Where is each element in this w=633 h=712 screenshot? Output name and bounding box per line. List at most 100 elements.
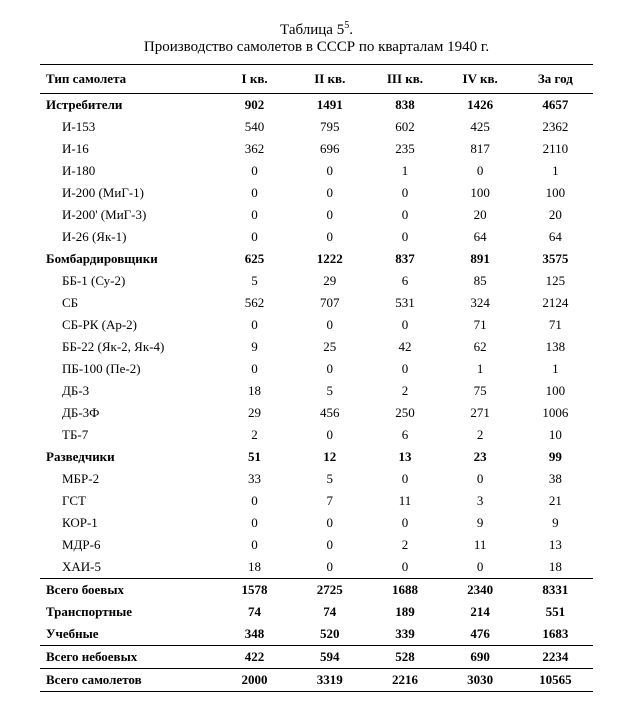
row-label: ББ-1 (Су-2) — [40, 270, 217, 292]
row-value: 0 — [292, 226, 367, 248]
row-value: 74 — [217, 601, 292, 623]
row-value: 235 — [367, 138, 442, 160]
row-value: 0 — [367, 512, 442, 534]
row-label: И-200' (МиГ-3) — [40, 204, 217, 226]
row-value: 0 — [367, 204, 442, 226]
row-label: ДБ-3Ф — [40, 402, 217, 424]
row-value: 29 — [217, 402, 292, 424]
row-label: Всего боевых — [40, 579, 217, 602]
row-value: 1 — [443, 358, 518, 380]
row-value: 5 — [292, 468, 367, 490]
row-value: 20 — [518, 204, 593, 226]
row-value: 528 — [367, 646, 442, 669]
row-value: 18 — [518, 556, 593, 579]
row-value: 0 — [443, 160, 518, 182]
row-value: 625 — [217, 248, 292, 270]
row-value: 0 — [292, 314, 367, 336]
row-value: 0 — [292, 424, 367, 446]
col-header: III кв. — [367, 65, 442, 94]
table-row: КОР-100099 — [40, 512, 593, 534]
row-value: 602 — [367, 116, 442, 138]
row-value: 25 — [292, 336, 367, 358]
row-label: И-26 (Як-1) — [40, 226, 217, 248]
table-row: ДБ-3185275100 — [40, 380, 593, 402]
row-value: 1 — [518, 358, 593, 380]
row-value: 520 — [292, 623, 367, 646]
row-value: 456 — [292, 402, 367, 424]
row-value: 476 — [443, 623, 518, 646]
row-value: 0 — [217, 204, 292, 226]
row-value: 1683 — [518, 623, 593, 646]
row-label: Истребители — [40, 94, 217, 117]
row-value: 594 — [292, 646, 367, 669]
col-header: II кв. — [292, 65, 367, 94]
row-value: 0 — [217, 534, 292, 556]
row-value: 0 — [443, 468, 518, 490]
row-value: 38 — [518, 468, 593, 490]
row-label: Всего небоевых — [40, 646, 217, 669]
row-value: 21 — [518, 490, 593, 512]
row-value: 837 — [367, 248, 442, 270]
row-label: ХАИ-5 — [40, 556, 217, 579]
row-value: 2725 — [292, 579, 367, 602]
row-label: Транспортные — [40, 601, 217, 623]
row-value: 2216 — [367, 669, 442, 692]
row-value: 0 — [443, 556, 518, 579]
table-row: ББ-22 (Як-2, Як-4)9254262138 — [40, 336, 593, 358]
table-row: Истребители902149183814264657 — [40, 94, 593, 117]
row-value: 0 — [367, 182, 442, 204]
row-value: 4657 — [518, 94, 593, 117]
row-value: 20 — [443, 204, 518, 226]
row-value: 13 — [367, 446, 442, 468]
row-label: СБ — [40, 292, 217, 314]
row-label: ПБ-100 (Пе-2) — [40, 358, 217, 380]
row-value: 422 — [217, 646, 292, 669]
row-value: 0 — [292, 182, 367, 204]
row-value: 425 — [443, 116, 518, 138]
row-value: 0 — [217, 512, 292, 534]
row-value: 0 — [217, 160, 292, 182]
row-value: 0 — [217, 226, 292, 248]
table-label-main: Таблица 5 — [280, 22, 344, 38]
table-row: ГСТ0711321 — [40, 490, 593, 512]
table-row: ББ-1 (Су-2)529685125 — [40, 270, 593, 292]
row-value: 1491 — [292, 94, 367, 117]
row-value: 362 — [217, 138, 292, 160]
row-value: 64 — [518, 226, 593, 248]
row-value: 74 — [292, 601, 367, 623]
row-value: 0 — [217, 314, 292, 336]
row-value: 2 — [443, 424, 518, 446]
row-value: 0 — [217, 358, 292, 380]
row-value: 891 — [443, 248, 518, 270]
row-value: 10 — [518, 424, 593, 446]
table-row: И-26 (Як-1)0006464 — [40, 226, 593, 248]
row-value: 2 — [367, 380, 442, 402]
table-row: МБР-23350038 — [40, 468, 593, 490]
production-table: Тип самолета I кв. II кв. III кв. IV кв.… — [40, 64, 593, 692]
row-value: 339 — [367, 623, 442, 646]
table-row: ХАИ-51800018 — [40, 556, 593, 579]
row-label: И-16 — [40, 138, 217, 160]
row-label: МДР-6 — [40, 534, 217, 556]
table-row: Всего самолетов200033192216303010565 — [40, 669, 593, 692]
table-caption: Производство самолетов в СССР по квартал… — [40, 39, 593, 56]
row-value: 100 — [443, 182, 518, 204]
row-label: ББ-22 (Як-2, Як-4) — [40, 336, 217, 358]
row-value: 7 — [292, 490, 367, 512]
row-value: 23 — [443, 446, 518, 468]
table-row: И-1535407956024252362 — [40, 116, 593, 138]
row-value: 0 — [292, 512, 367, 534]
row-value: 271 — [443, 402, 518, 424]
row-value: 42 — [367, 336, 442, 358]
row-value: 690 — [443, 646, 518, 669]
row-value: 795 — [292, 116, 367, 138]
row-label: Всего самолетов — [40, 669, 217, 692]
row-value: 0 — [217, 490, 292, 512]
row-value: 348 — [217, 623, 292, 646]
row-value: 0 — [292, 204, 367, 226]
row-value: 29 — [292, 270, 367, 292]
row-label: ДБ-3 — [40, 380, 217, 402]
row-value: 51 — [217, 446, 292, 468]
table-row: Всего небоевых4225945286902234 — [40, 646, 593, 669]
table-row: И-163626962358172110 — [40, 138, 593, 160]
